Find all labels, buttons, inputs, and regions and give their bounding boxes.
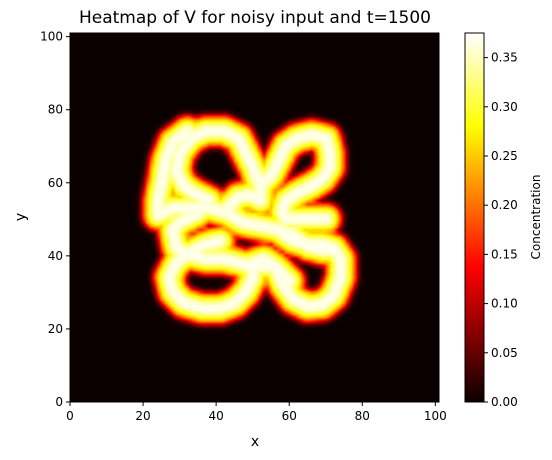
- x-axis-label: x: [251, 434, 259, 450]
- colorbar-ticks: 0.00 0.05 0.10 0.15 0.20 0.25 0.30 0.35: [484, 51, 518, 409]
- colorbar-tick-label: 0.15: [491, 247, 518, 261]
- y-tick-label: 80: [48, 103, 63, 117]
- colorbar-tick-label: 0.35: [491, 51, 518, 65]
- y-tick-label: 60: [48, 176, 63, 190]
- colorbar: [464, 32, 485, 403]
- y-tick-label: 20: [48, 322, 63, 336]
- chart-title: Heatmap of V for noisy input and t=1500: [79, 8, 431, 28]
- colorbar-label: Concentration: [529, 175, 543, 260]
- colorbar-tick-label: 0.25: [491, 149, 518, 163]
- colorbar-tick-label: 0.00: [491, 395, 518, 409]
- y-axis-ticks: 0 20 40 60 80 100: [40, 30, 70, 409]
- colorbar-tick-label: 0.20: [491, 198, 518, 212]
- colorbar-tick-label: 0.30: [491, 100, 518, 114]
- x-axis-ticks: 0 20 40 60 80 100: [66, 402, 447, 423]
- plot-frame: [69, 32, 440, 403]
- x-tick-label: 60: [282, 409, 297, 423]
- x-tick-label: 0: [66, 409, 74, 423]
- x-tick-label: 80: [355, 409, 370, 423]
- x-tick-label: 20: [135, 409, 150, 423]
- y-tick-label: 0: [55, 395, 63, 409]
- x-tick-label: 40: [208, 409, 223, 423]
- heatmap-image: [70, 33, 439, 402]
- y-axis-label: y: [13, 213, 29, 221]
- y-tick-label: 100: [40, 30, 63, 44]
- y-tick-label: 40: [48, 249, 63, 263]
- x-tick-label: 100: [424, 409, 447, 423]
- colorbar-tick-label: 0.05: [491, 346, 518, 360]
- colorbar-tick-label: 0.10: [491, 297, 518, 311]
